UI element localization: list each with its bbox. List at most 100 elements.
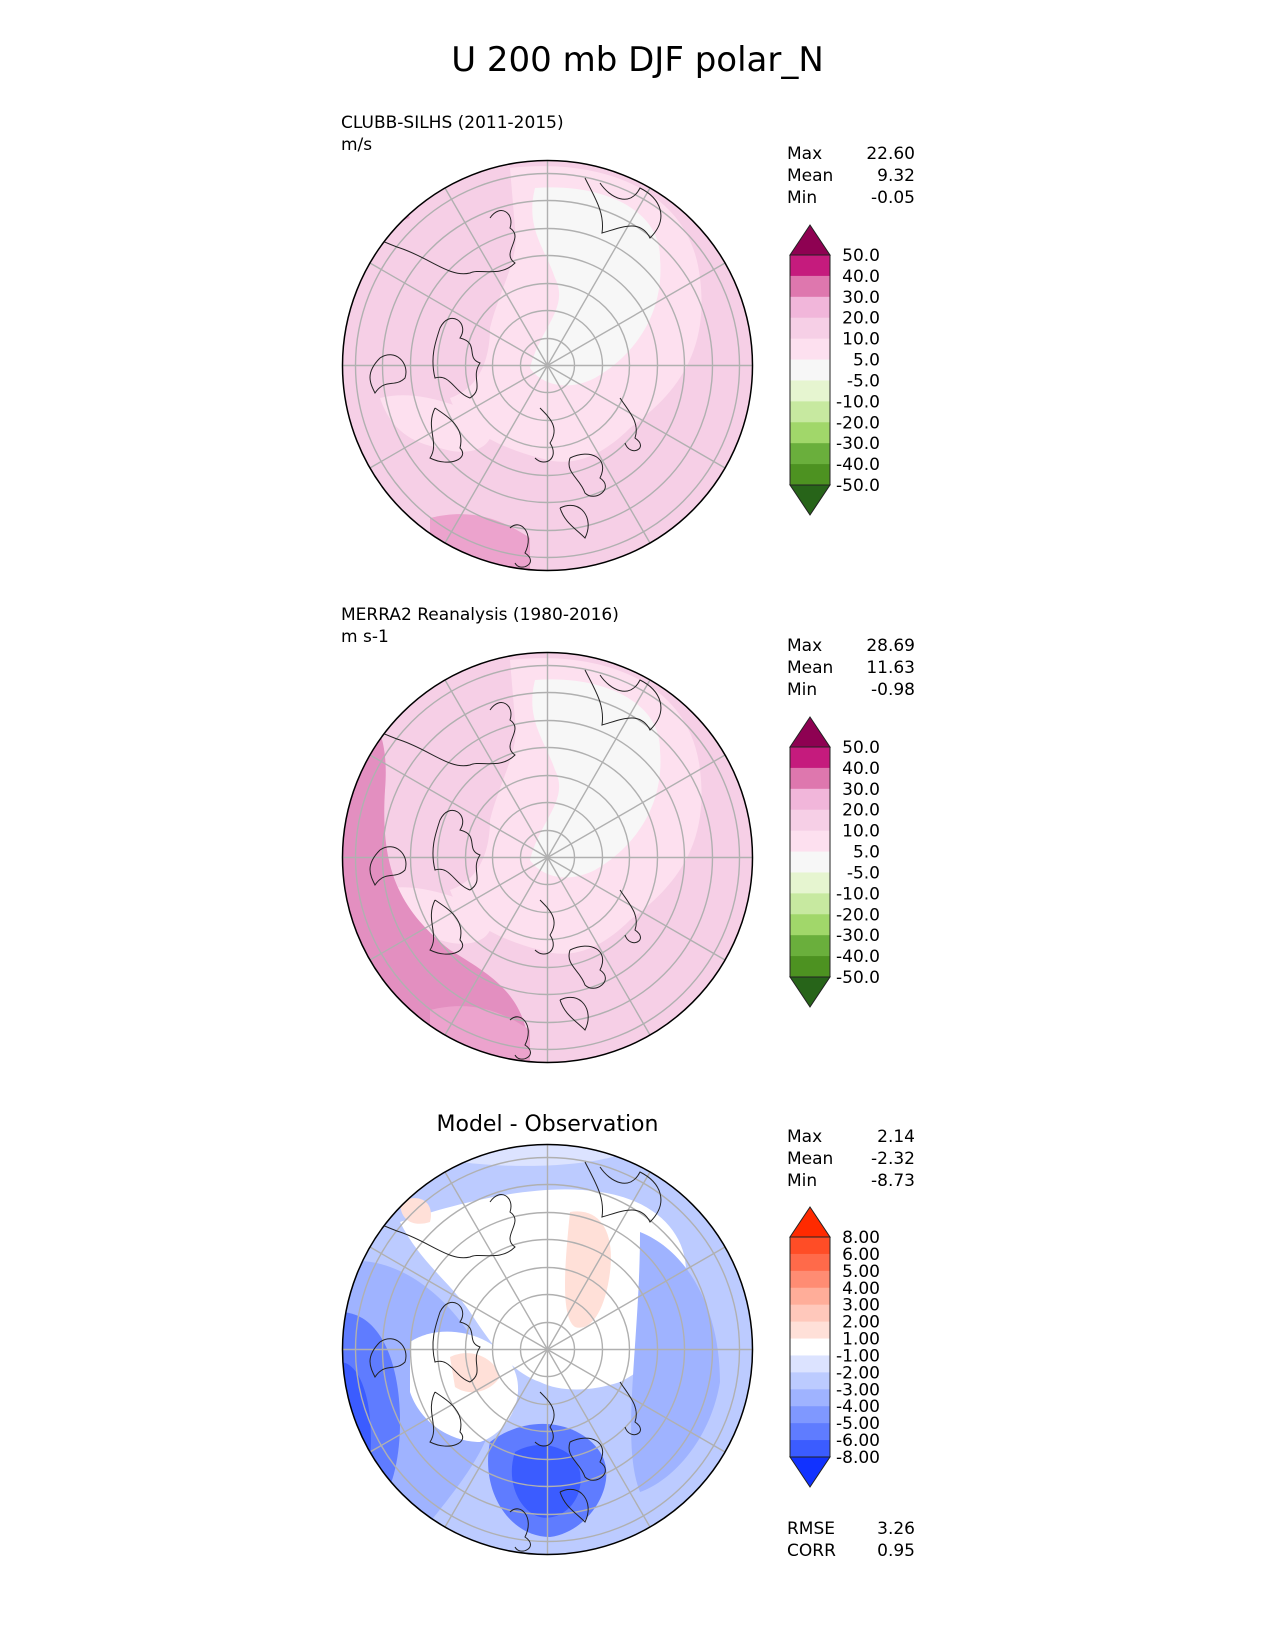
meridian-line: [444, 1171, 549, 1350]
meridian-line: [444, 187, 549, 366]
colorbar-bin: [790, 338, 830, 361]
colorbar-tick-label: -20.0: [836, 413, 880, 433]
colorbar-tick-label: -50.0: [836, 968, 880, 988]
meridian-line: [547, 262, 726, 367]
coastline: [584, 177, 662, 239]
coastline: [369, 1338, 407, 1378]
meridian-line: [547, 754, 726, 859]
coastline: [559, 996, 589, 1031]
stat-value: 0.95: [877, 1541, 915, 1561]
colorbar-tick-label: -10.0: [836, 884, 880, 904]
coastline: [369, 354, 407, 394]
coastline: [568, 945, 606, 989]
coastline: [534, 1391, 555, 1447]
stat-label: Max: [787, 144, 823, 164]
coastline: [584, 1161, 662, 1223]
panel-2-units: m s-1: [341, 627, 389, 647]
colorbar-bin: [790, 1304, 830, 1323]
colorbar-extend-bottom: [789, 484, 831, 516]
colorbar-tick-label: 5.0: [853, 351, 880, 371]
meridian-line: [444, 365, 549, 544]
colorbar-tick-label: -4.00: [836, 1397, 880, 1417]
colorbar-tick-label: -10.0: [836, 392, 880, 412]
colorbar-extend-top: [789, 224, 831, 256]
colorbar-tick-label: -40.0: [836, 455, 880, 475]
stat-value: -0.05: [871, 188, 915, 208]
map-boundary: [341, 1143, 754, 1556]
field-region: [530, 187, 661, 386]
colorbar-bin: [790, 1237, 830, 1255]
colorbar-extend-bottom: [789, 976, 831, 1008]
colorbar-bin: [790, 464, 830, 486]
colorbar-extend-top: [789, 1206, 831, 1238]
coastline: [374, 1194, 516, 1259]
map-field: [342, 652, 753, 1063]
meridian-line: [546, 1349, 651, 1528]
colorbar-bin: [790, 380, 830, 402]
stat-row: Mean -2.32: [787, 1148, 915, 1170]
coastline: [619, 397, 641, 452]
colorbar-test: 50.040.030.020.010.05.0-5.0-10.0-20.0-30…: [789, 224, 880, 516]
stat-row: RMSE 3.26: [787, 1518, 915, 1540]
colorbar-tick-label: -50.0: [836, 476, 880, 496]
colorbar-tick-label: -2.00: [836, 1363, 880, 1383]
meridian-line: [444, 1349, 549, 1528]
stat-value: -2.32: [871, 1149, 915, 1169]
stat-value: -8.73: [871, 1171, 915, 1191]
stat-row: Max 2.14: [787, 1126, 915, 1148]
meridian-line: [369, 856, 548, 961]
meridian-line: [444, 857, 549, 1036]
colorbar-bin: [790, 851, 830, 873]
colorbar-reference: 50.040.030.020.010.05.0-5.0-10.0-20.0-30…: [789, 716, 880, 1008]
panel-3-stats: Max 2.14 Mean -2.32 Min -8.73: [787, 1126, 915, 1192]
colorbar-tick-label: 1.00: [842, 1330, 880, 1350]
stat-value: 11.63: [866, 658, 915, 678]
coastline: [568, 453, 606, 497]
map-field: [342, 160, 753, 571]
meridian-line: [546, 1171, 651, 1350]
colorbar-tick-label: 6.00: [842, 1245, 880, 1265]
meridian-line: [546, 187, 651, 366]
coastline: [509, 524, 531, 568]
coastline: [509, 1016, 531, 1060]
colorbar-bin: [790, 1423, 830, 1441]
colorbar-bin: [790, 914, 830, 936]
colorbar-bin: [790, 767, 830, 790]
colorbar-bin: [790, 1270, 830, 1289]
coastline: [559, 504, 589, 539]
colorbar-tick-label: -5.00: [836, 1414, 880, 1434]
meridian-line: [369, 754, 548, 859]
colorbar-bin: [790, 296, 830, 319]
coastline: [534, 899, 555, 955]
stat-label: Min: [787, 1171, 818, 1191]
colorbar-bin: [790, 788, 830, 811]
coastline: [429, 407, 463, 463]
colorbar-bin: [790, 1321, 830, 1340]
colorbar-bin: [790, 1372, 830, 1390]
colorbar-tick-label: 30.0: [842, 288, 880, 308]
colorbar-extend-top: [789, 716, 831, 748]
meridian-line: [547, 1348, 726, 1453]
colorbar-tick-label: -40.0: [836, 947, 880, 967]
colorbar-tick-label: -1.00: [836, 1346, 880, 1366]
colorbar-outline: [789, 1236, 831, 1458]
colorbar-tick-label: -5.0: [847, 371, 880, 391]
colorbar-tick-label: 2.00: [842, 1313, 880, 1333]
colorbar-tick-label: 30.0: [842, 780, 880, 800]
colorbar-tick-label: 20.0: [842, 801, 880, 821]
stat-row: Min -8.73: [787, 1170, 915, 1192]
colorbar-tick-label: -3.00: [836, 1380, 880, 1400]
field-region: [400, 1189, 687, 1390]
map-boundary: [341, 159, 754, 572]
polar-map-reference: [341, 651, 754, 1064]
meridian-line: [546, 679, 651, 858]
colorbar-bin: [790, 747, 830, 769]
colorbar-tick-label: 50.0: [842, 246, 880, 266]
stat-row: CORR 0.95: [787, 1540, 915, 1562]
colorbar-tick-label: -5.0: [847, 863, 880, 883]
colorbar-tick-label: 10.0: [842, 822, 880, 842]
coastline: [559, 1488, 589, 1523]
coastline: [568, 1437, 606, 1481]
colorbar-tick-label: 5.0: [853, 843, 880, 863]
colorbar-bin: [790, 872, 830, 894]
